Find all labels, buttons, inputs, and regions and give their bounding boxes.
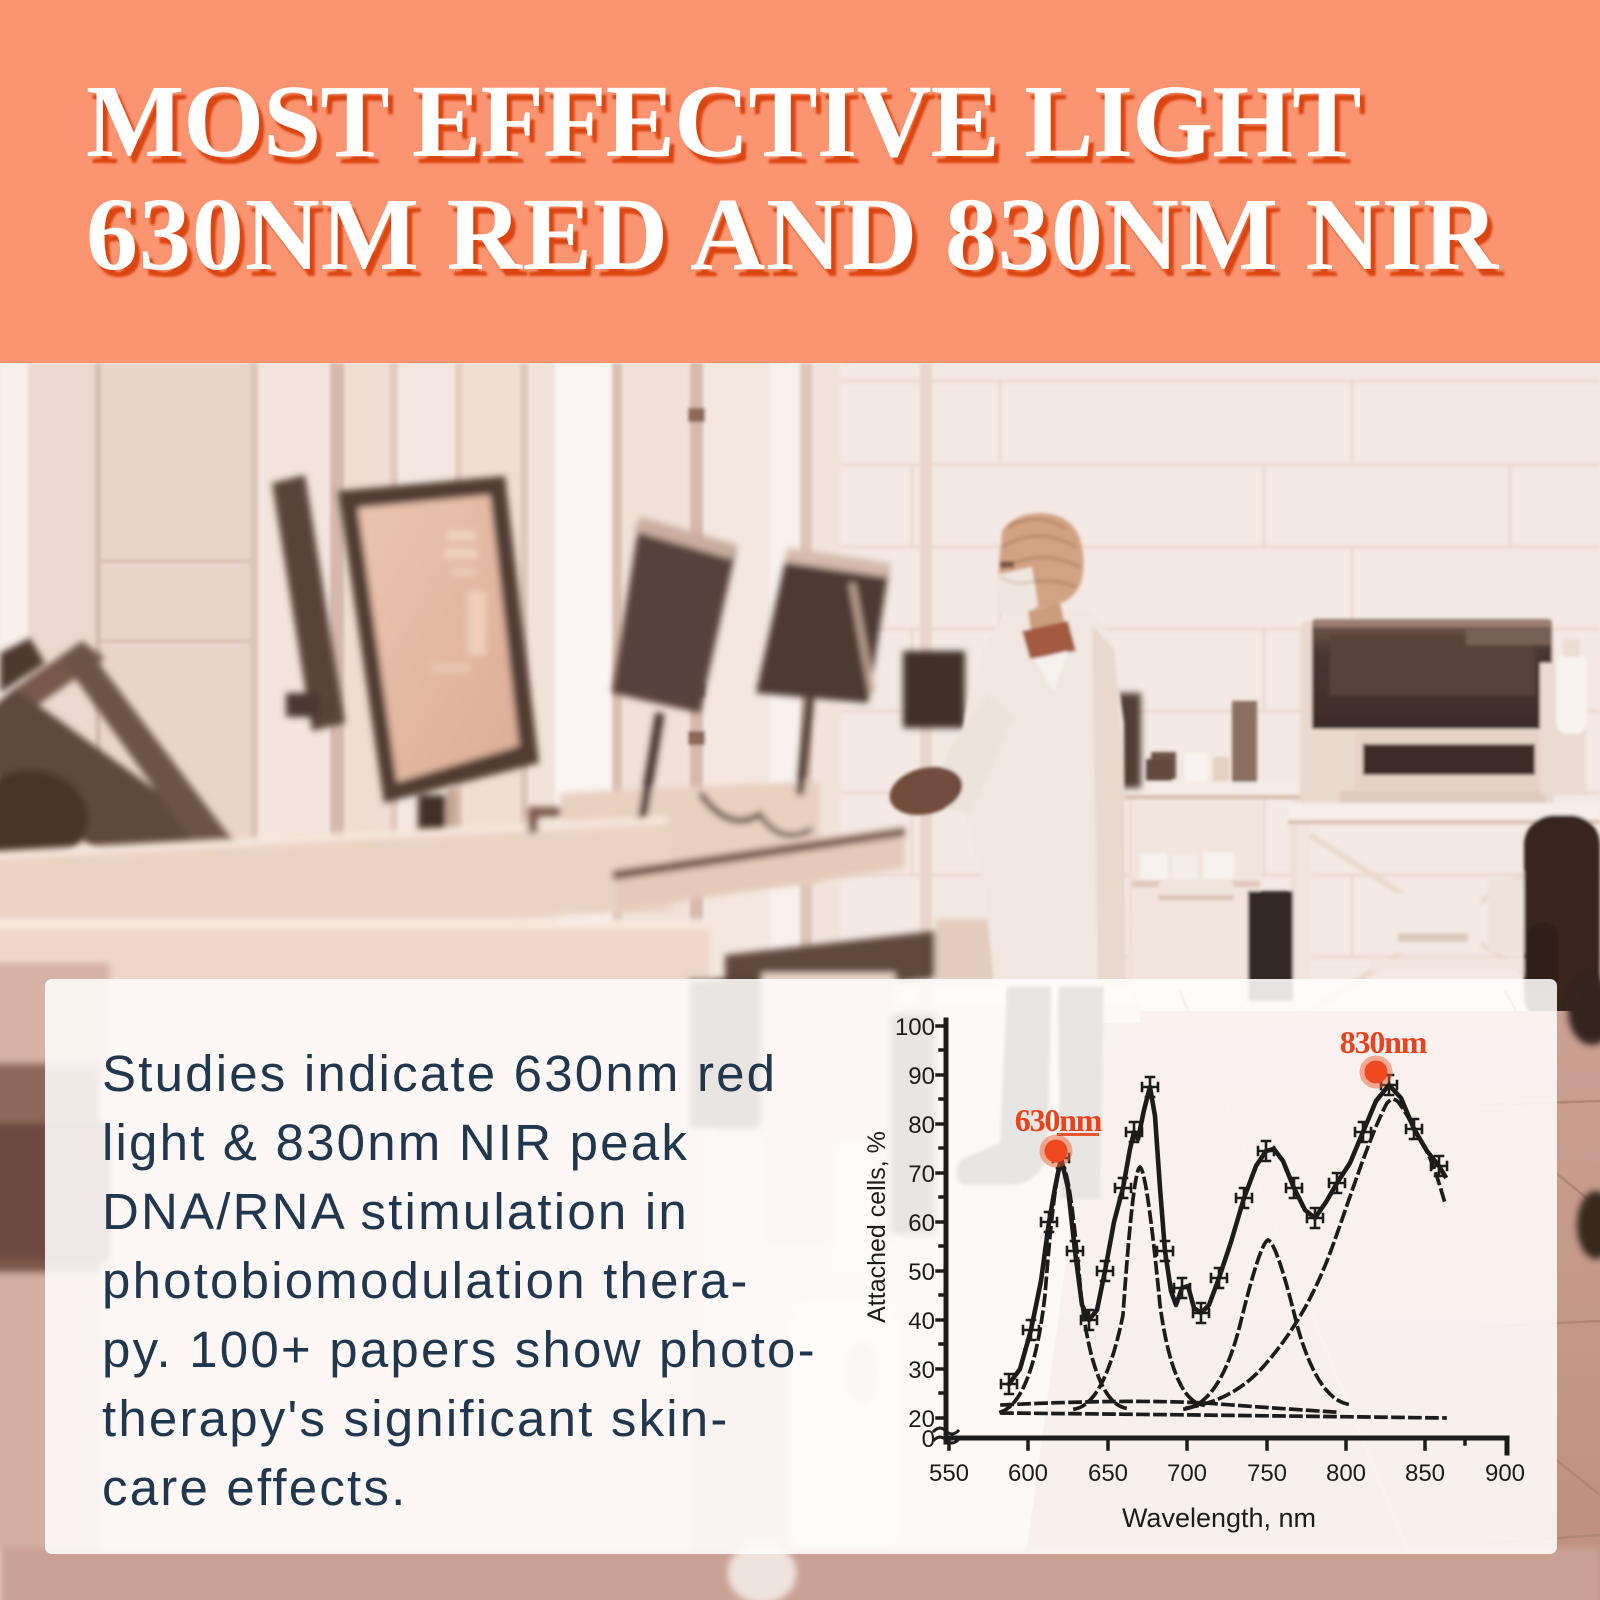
svg-text:600: 600: [1008, 1460, 1048, 1487]
svg-text:650: 650: [1088, 1460, 1128, 1487]
svg-text:550: 550: [929, 1460, 969, 1487]
svg-text:Wavelength, nm: Wavelength, nm: [1122, 1503, 1316, 1533]
svg-text:700: 700: [1167, 1460, 1207, 1487]
svg-text:850: 850: [1405, 1460, 1445, 1487]
svg-text:800: 800: [1326, 1460, 1366, 1487]
svg-text:0: 0: [922, 1426, 935, 1453]
svg-text:50: 50: [908, 1259, 935, 1286]
svg-text:60: 60: [908, 1210, 935, 1237]
svg-text:100: 100: [895, 1014, 935, 1041]
svg-text:70: 70: [908, 1161, 935, 1188]
svg-text:630nm: 630nm: [1015, 1102, 1103, 1138]
svg-text:830nm: 830nm: [1340, 1024, 1428, 1060]
svg-text:20: 20: [908, 1406, 935, 1433]
svg-text:900: 900: [1485, 1460, 1525, 1487]
svg-text:80: 80: [908, 1112, 935, 1139]
svg-text:30: 30: [908, 1357, 935, 1384]
svg-text:750: 750: [1247, 1460, 1287, 1487]
svg-text:40: 40: [908, 1308, 935, 1335]
svg-text:90: 90: [908, 1063, 935, 1090]
svg-text:Attached cells, %: Attached cells, %: [865, 1131, 891, 1323]
